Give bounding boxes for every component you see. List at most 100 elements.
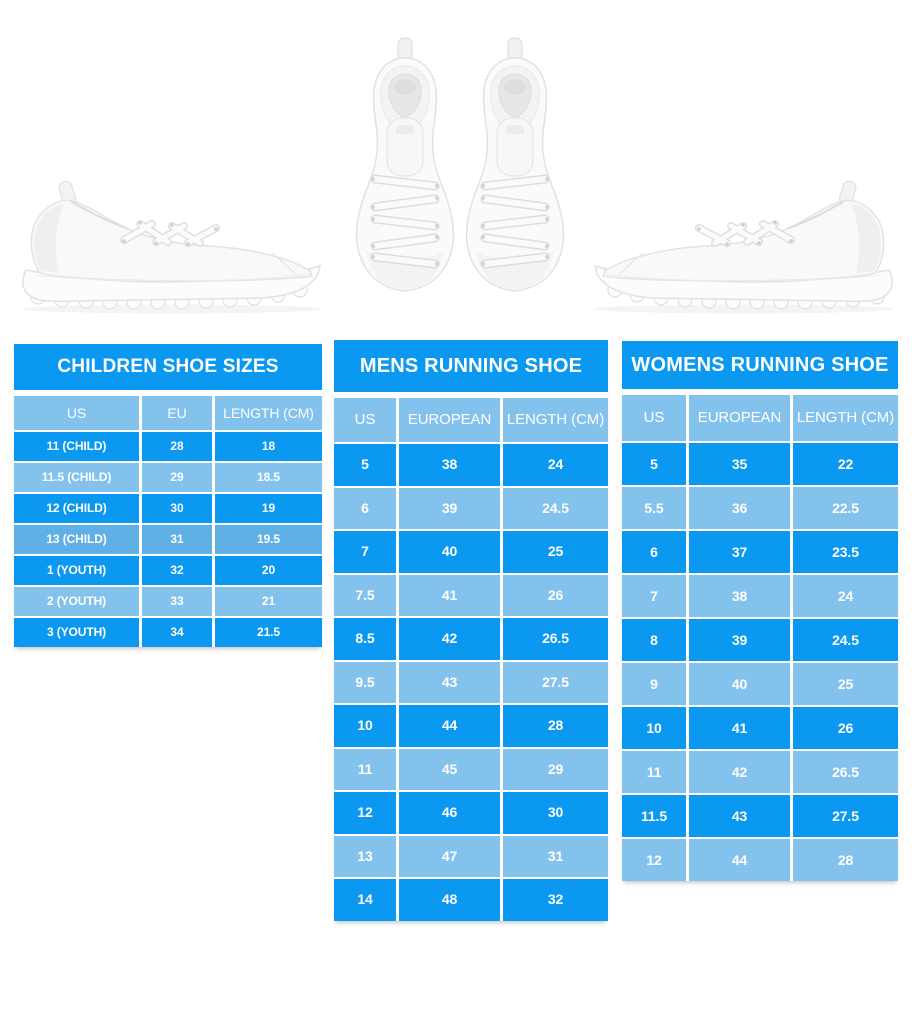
table-cell: 39 bbox=[689, 619, 790, 661]
table-cell: 31 bbox=[503, 835, 608, 877]
table-cell: 40 bbox=[399, 531, 500, 573]
mens-running-shoe-sizes-table: MENS RUNNING SHOE US EUROPEAN LENGTH (CM) 5 3… bbox=[334, 340, 608, 921]
column-header: US bbox=[14, 396, 139, 430]
column-header: LENGTH (CM) bbox=[503, 398, 608, 442]
table-cell: 48 bbox=[399, 879, 500, 921]
table-cell: 12 bbox=[622, 839, 686, 881]
table-cell: 10 bbox=[622, 707, 686, 749]
side-shoe-right-image bbox=[593, 180, 893, 314]
table-cell: 7 bbox=[334, 531, 396, 573]
column-header: US bbox=[622, 395, 686, 441]
table-cell: 42 bbox=[689, 751, 790, 793]
table-cell: 12 bbox=[334, 792, 396, 834]
table-cell: 19 bbox=[215, 494, 322, 523]
table-cell: 25 bbox=[793, 663, 898, 705]
table-title: MENS RUNNING SHOE bbox=[334, 340, 608, 396]
table-cell: 22 bbox=[793, 443, 898, 485]
table-cell: 37 bbox=[689, 531, 790, 573]
table-cell: 47 bbox=[399, 835, 500, 877]
table-cell: 13 (CHILD) bbox=[14, 525, 139, 554]
table-cell: 24 bbox=[793, 575, 898, 617]
table-cell: 27.5 bbox=[793, 795, 898, 837]
table-cell: 13 bbox=[334, 835, 396, 877]
table-cell: 32 bbox=[503, 879, 608, 921]
womens-running-shoe-sizes-table: WOMENS RUNNING SHOE US EUROPEAN LENGTH (CM)… bbox=[622, 341, 898, 881]
column-header: LENGTH (CM) bbox=[793, 395, 898, 441]
table-cell: 24.5 bbox=[503, 487, 608, 529]
column-header: EUROPEAN bbox=[399, 398, 500, 442]
table-cell: 42 bbox=[399, 618, 500, 660]
table-cell: 31 bbox=[142, 525, 212, 554]
table-cell: 2 (YOUTH) bbox=[14, 587, 139, 616]
table-cell: 46 bbox=[399, 792, 500, 834]
column-header: EUROPEAN bbox=[689, 395, 790, 441]
table-cell: 10 bbox=[334, 705, 396, 747]
table-cell: 18.5 bbox=[215, 463, 322, 492]
table-cell: 11.5 bbox=[622, 795, 686, 837]
top-view-shoe-right-image bbox=[467, 38, 564, 291]
table-cell: 24.5 bbox=[793, 619, 898, 661]
table-cell: 18 bbox=[215, 432, 322, 461]
table-cell: 28 bbox=[793, 839, 898, 881]
table-cell: 26 bbox=[793, 707, 898, 749]
table-cell: 40 bbox=[689, 663, 790, 705]
children-shoe-sizes-table: CHILDREN SHOE SIZES US EU LENGTH (CM) 11 (CH… bbox=[14, 344, 322, 647]
table-cell: 28 bbox=[142, 432, 212, 461]
column-header: LENGTH (CM) bbox=[215, 396, 322, 430]
table-cell: 21.5 bbox=[215, 618, 322, 647]
table-cell: 41 bbox=[399, 574, 500, 616]
table-cell: 9 bbox=[622, 663, 686, 705]
table-cell: 12 (CHILD) bbox=[14, 494, 139, 523]
table-cell: 24 bbox=[503, 444, 608, 486]
table-cell: 7 bbox=[622, 575, 686, 617]
table-cell: 5.5 bbox=[622, 487, 686, 529]
table-cell: 7.5 bbox=[334, 574, 396, 616]
table-cell: 28 bbox=[503, 705, 608, 747]
table-cell: 20 bbox=[215, 556, 322, 585]
table-cell: 38 bbox=[399, 444, 500, 486]
table-cell: 21 bbox=[215, 587, 322, 616]
table-cell: 35 bbox=[689, 443, 790, 485]
table-cell: 3 (YOUTH) bbox=[14, 618, 139, 647]
table-cell: 26.5 bbox=[503, 618, 608, 660]
side-shoe-left-image bbox=[22, 180, 322, 314]
table-cell: 45 bbox=[399, 748, 500, 790]
column-header: EU bbox=[142, 396, 212, 430]
table-cell: 19.5 bbox=[215, 525, 322, 554]
table-cell: 26 bbox=[503, 574, 608, 616]
table-cell: 39 bbox=[399, 487, 500, 529]
table-cell: 44 bbox=[689, 839, 790, 881]
table-cell: 43 bbox=[399, 661, 500, 703]
table-cell: 9.5 bbox=[334, 661, 396, 703]
table-cell: 11 bbox=[334, 748, 396, 790]
table-cell: 27.5 bbox=[503, 661, 608, 703]
table-cell: 22.5 bbox=[793, 487, 898, 529]
table-cell: 6 bbox=[622, 531, 686, 573]
table-cell: 8.5 bbox=[334, 618, 396, 660]
table-cell: 26.5 bbox=[793, 751, 898, 793]
top-view-shoe-left-image bbox=[357, 38, 454, 291]
table-cell: 30 bbox=[142, 494, 212, 523]
table-cell: 38 bbox=[689, 575, 790, 617]
table-cell: 11 bbox=[622, 751, 686, 793]
table-cell: 29 bbox=[142, 463, 212, 492]
table-cell: 11 (CHILD) bbox=[14, 432, 139, 461]
table-title: WOMENS RUNNING SHOE bbox=[622, 341, 898, 393]
table-cell: 14 bbox=[334, 879, 396, 921]
table-cell: 8 bbox=[622, 619, 686, 661]
table-cell: 11.5 (CHILD) bbox=[14, 463, 139, 492]
table-cell: 1 (YOUTH) bbox=[14, 556, 139, 585]
table-cell: 33 bbox=[142, 587, 212, 616]
table-cell: 41 bbox=[689, 707, 790, 749]
table-title: CHILDREN SHOE SIZES bbox=[14, 344, 322, 394]
table-cell: 29 bbox=[503, 748, 608, 790]
table-cell: 5 bbox=[334, 444, 396, 486]
table-cell: 34 bbox=[142, 618, 212, 647]
table-cell: 36 bbox=[689, 487, 790, 529]
product-shoes-artwork bbox=[0, 0, 915, 335]
table-cell: 5 bbox=[622, 443, 686, 485]
table-cell: 25 bbox=[503, 531, 608, 573]
table-cell: 30 bbox=[503, 792, 608, 834]
table-cell: 43 bbox=[689, 795, 790, 837]
